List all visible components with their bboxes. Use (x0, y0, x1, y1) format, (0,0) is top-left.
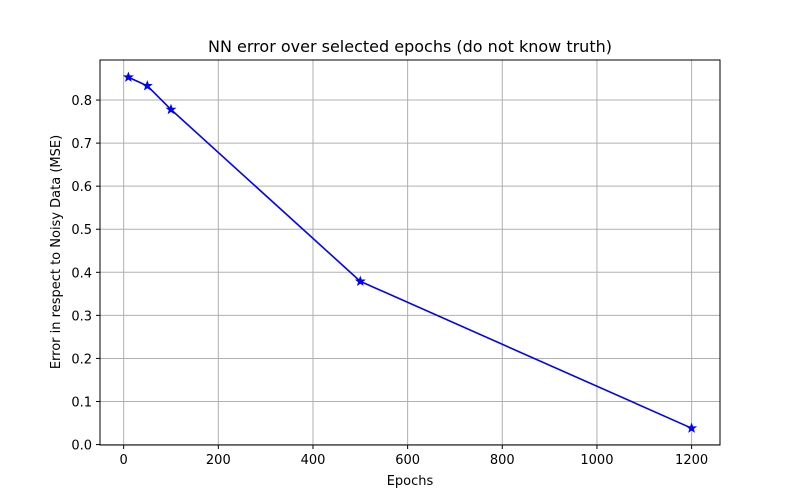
y-tick-label: 0.7 (71, 137, 92, 152)
data-point-star (122, 71, 134, 82)
x-tick-label: 600 (395, 453, 420, 468)
x-tick-label: 800 (490, 453, 515, 468)
y-tick-label: 0.0 (71, 439, 92, 454)
x-tick-label: 1000 (580, 453, 613, 468)
y-tick-label: 0.2 (71, 352, 92, 367)
y-axis-label: Error in respect to Noisy Data (MSE) (49, 135, 64, 369)
plot-frame (99, 59, 721, 446)
y-axis-ticks: 0.0 0.1 0.2 0.3 0.4 0.5 0.6 0.7 0.8 (71, 94, 100, 454)
chart-title: NN error over selected epochs (do not kn… (208, 37, 612, 56)
data-point-star (141, 80, 153, 91)
x-axis-ticks: 0 200 400 600 800 1000 1200 (120, 445, 708, 468)
x-tick-label: 400 (301, 453, 326, 468)
y-tick-label: 0.5 (71, 223, 92, 238)
y-tick-label: 0.3 (71, 309, 92, 324)
data-point-star (165, 103, 177, 115)
x-tick-label: 0 (120, 453, 128, 468)
x-tick-label: 200 (206, 453, 231, 468)
y-tick-label: 0.6 (71, 180, 92, 195)
x-axis-label: Epochs (387, 474, 434, 489)
plot-background (100, 60, 720, 445)
y-tick-label: 0.8 (71, 94, 92, 109)
y-tick-label: 0.4 (71, 266, 92, 281)
series-layer (122, 71, 698, 433)
data-point-star (686, 422, 698, 433)
x-tick-label: 1200 (675, 453, 708, 468)
data-point-star (354, 275, 366, 287)
y-tick-label: 0.1 (71, 396, 92, 411)
